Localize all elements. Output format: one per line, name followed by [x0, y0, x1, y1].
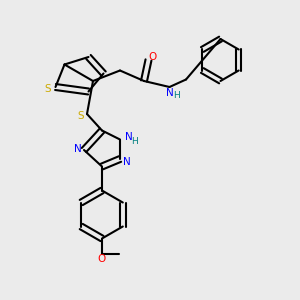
- Text: N: N: [124, 132, 132, 142]
- Text: S: S: [45, 83, 51, 94]
- Text: O: O: [97, 254, 106, 264]
- Text: N: N: [166, 88, 173, 98]
- Text: H: H: [174, 91, 180, 100]
- Text: S: S: [77, 111, 84, 122]
- Text: H: H: [132, 136, 138, 146]
- Text: N: N: [74, 143, 81, 154]
- Text: O: O: [148, 52, 156, 62]
- Text: N: N: [123, 157, 130, 167]
